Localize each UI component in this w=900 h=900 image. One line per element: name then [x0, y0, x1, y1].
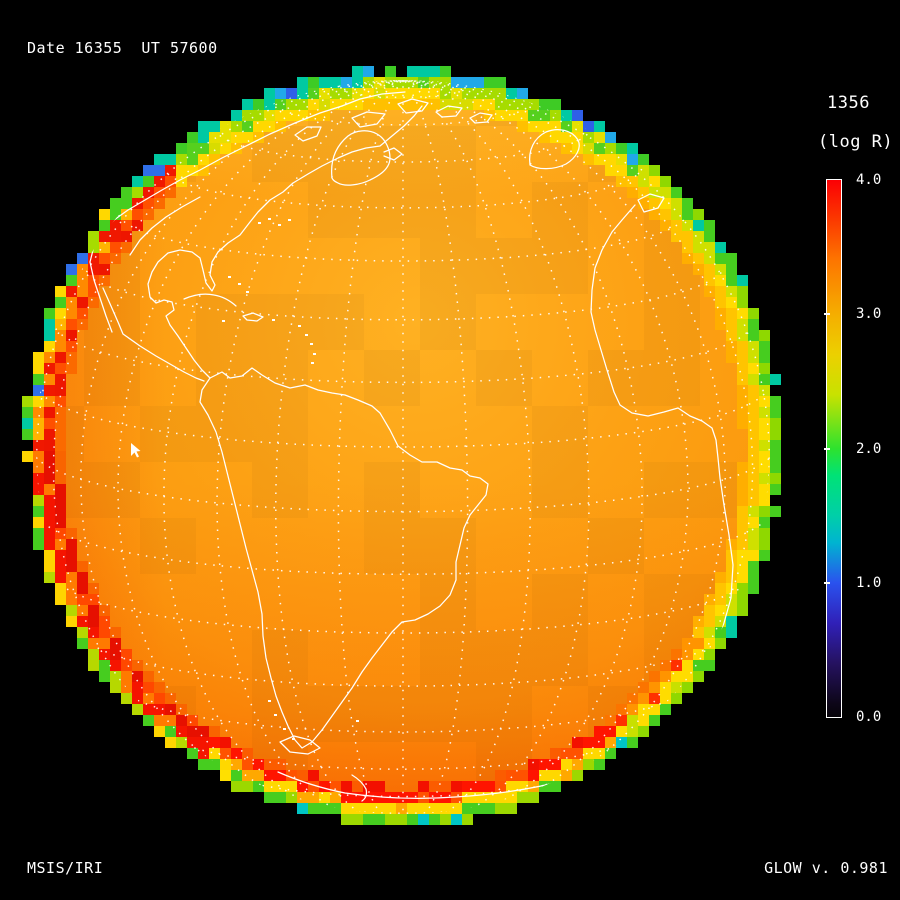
date-ut-label: Date 16355 UT 57600	[27, 39, 218, 57]
emission-wavelength-label: 1356	[827, 93, 870, 113]
colorbar-tick-label: 0.0	[856, 709, 882, 725]
colorbar-tickmark	[824, 313, 830, 316]
colorbar-tickmark	[824, 447, 830, 450]
colorbar-tick-label: 1.0	[856, 574, 882, 591]
mouse-cursor-icon	[131, 443, 141, 458]
version-label: GLOW v. 0.981	[764, 859, 888, 877]
colorbar-gradient	[827, 180, 841, 717]
model-source-label: MSIS/IRI	[27, 859, 104, 877]
colorbar-tickmark	[824, 581, 830, 584]
limb-mosaic	[22, 66, 781, 825]
colorbar-tick-label: 3.0	[856, 306, 882, 323]
island-specks	[222, 218, 359, 740]
colorbar-units-label: (log R)	[818, 132, 894, 152]
colorbar-tick-label: 2.0	[856, 440, 882, 457]
colorbar-tick-label: 4.0	[856, 172, 882, 188]
coastlines	[89, 91, 734, 802]
